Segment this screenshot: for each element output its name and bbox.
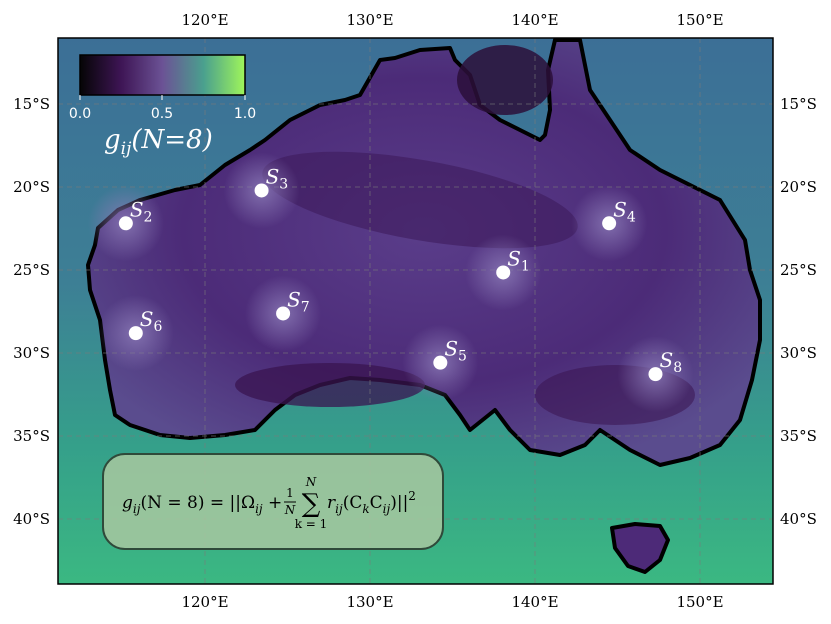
station-marker-s5[interactable]: [433, 355, 448, 370]
lat-tick-right: 20°S: [780, 178, 817, 196]
station-label-s6: S6: [140, 307, 163, 335]
low-band-north: [262, 151, 578, 249]
low-band-south: [235, 363, 425, 407]
lat-tick-left: 20°S: [13, 178, 50, 196]
formula-plus: +: [263, 493, 283, 513]
lon-ticks-bottom: 120°E 130°E 140°E 150°E: [181, 593, 723, 611]
lon-tick-top: 130°E: [346, 11, 393, 29]
formula-box: gij(N = 8) = ||Ωij + 1 N N ∑ k = 1 rij(C…: [102, 453, 444, 550]
station-glows: [87, 152, 694, 413]
station-label-sub: 5: [458, 349, 467, 365]
formula-frac-num: 1: [286, 486, 294, 500]
colorbar-title-arg: (N=8): [131, 125, 212, 155]
formula-r: r: [327, 493, 336, 513]
formula-g-sub: ij: [133, 502, 141, 516]
colorbar-tick: 1.0: [234, 106, 256, 122]
station-marker-s2[interactable]: [118, 216, 133, 231]
station-label-sub: 8: [673, 360, 682, 376]
formula-paren-close: )||: [390, 493, 408, 513]
station-label-name: S: [140, 307, 154, 331]
station-label-name: S: [266, 164, 280, 188]
lat-tick-right: 35°S: [780, 427, 817, 445]
formula-rhs: rij(CkCij)||2: [327, 489, 416, 516]
colorbar-tick: 0.5: [151, 106, 173, 122]
colorbar-title: gij(N=8): [104, 125, 213, 159]
colorbar-tick: 0.0: [69, 106, 91, 122]
formula-omega-sub: ij: [255, 502, 263, 516]
formula-omega: ||Ω: [230, 493, 256, 513]
lat-tick-left: 40°S: [13, 510, 50, 528]
station-label-sub: 3: [279, 176, 288, 192]
formula-ck-sub: k: [362, 502, 369, 516]
formula-text: gij(N = 8) = ||Ωij +: [122, 493, 282, 516]
tasmania-landmass: [610, 522, 670, 574]
map-frame: [57, 37, 774, 585]
formula-r-sub: ij: [335, 502, 343, 516]
colorbar-gradient: [79, 54, 246, 96]
formula-lhs-arg: (N = 8) =: [140, 493, 229, 513]
station-label-name: S: [287, 287, 301, 311]
station-label-sub: 2: [144, 209, 153, 225]
lon-tick-bottom: 130°E: [346, 593, 393, 611]
station-label-sub: 7: [301, 299, 310, 315]
formula-c2: C: [370, 493, 383, 513]
station-marker-s7[interactable]: [276, 306, 291, 321]
formula-background: [102, 453, 444, 550]
formula-sum-bottom: k = 1: [295, 517, 328, 531]
station-label-name: S: [507, 246, 521, 270]
station-marker-s1[interactable]: [496, 265, 511, 280]
lon-tick-top: 120°E: [181, 11, 228, 29]
lon-tick-bottom: 120°E: [181, 593, 228, 611]
station-marker-s3[interactable]: [254, 183, 269, 198]
formula-power: 2: [408, 489, 416, 503]
station-label-name: S: [130, 197, 144, 221]
station-label-s1: S1: [507, 246, 530, 274]
formula-g: g: [122, 493, 133, 513]
lon-tick-bottom: 140°E: [511, 593, 558, 611]
lat-ticks-left: 15°S 20°S 25°S 30°S 35°S 40°S: [13, 95, 50, 528]
station-label-s8: S8: [659, 348, 682, 376]
lat-ticks-right: 15°S 20°S 25°S 30°S 35°S 40°S: [780, 95, 817, 528]
lat-tick-left: 30°S: [13, 344, 50, 362]
lon-tick-top: 140°E: [511, 11, 558, 29]
station-marker-s8[interactable]: [648, 367, 663, 382]
station-label-s2: S2: [130, 197, 153, 225]
formula-frac-den: N: [284, 503, 296, 517]
colorbar-title-sub: ij: [121, 139, 132, 159]
station-label-name: S: [444, 337, 458, 361]
lat-tick-right: 40°S: [780, 510, 817, 528]
lat-tick-left: 25°S: [13, 261, 50, 279]
station-label-name: S: [613, 197, 627, 221]
station-marker-s4[interactable]: [602, 216, 617, 231]
australia-landmass: [86, 38, 762, 467]
lat-tick-right: 15°S: [780, 95, 817, 113]
station-label-s3: S3: [266, 164, 289, 192]
formula-sum-top: N: [305, 475, 317, 489]
lat-tick-right: 25°S: [780, 261, 817, 279]
lon-tick-bottom: 150°E: [676, 593, 723, 611]
lon-tick-top: 150°E: [676, 11, 723, 29]
station-label-name: S: [659, 348, 673, 372]
lat-tick-right: 30°S: [780, 344, 817, 362]
formula-paren-open: (C: [343, 493, 363, 513]
station-label-sub: 6: [153, 319, 162, 335]
station-label-sub: 4: [627, 209, 636, 225]
low-band-cape: [457, 45, 553, 115]
station-label-sub: 1: [521, 258, 530, 274]
formula-cij-sub: ij: [383, 502, 391, 516]
lat-tick-left: 35°S: [13, 427, 50, 445]
station-label-s7: S7: [287, 287, 310, 315]
station-label-s4: S4: [613, 197, 636, 225]
formula-sum-symbol: ∑: [302, 489, 321, 519]
lon-ticks-top: 120°E 130°E 140°E 150°E: [181, 11, 723, 29]
station-marker-s6[interactable]: [128, 326, 143, 341]
colorbar: 0.0 0.5 1.0 gij(N=8): [69, 54, 256, 159]
lat-tick-left: 15°S: [13, 95, 50, 113]
colorbar-title-g: g: [104, 125, 121, 155]
station-label-s5: S5: [444, 337, 467, 365]
